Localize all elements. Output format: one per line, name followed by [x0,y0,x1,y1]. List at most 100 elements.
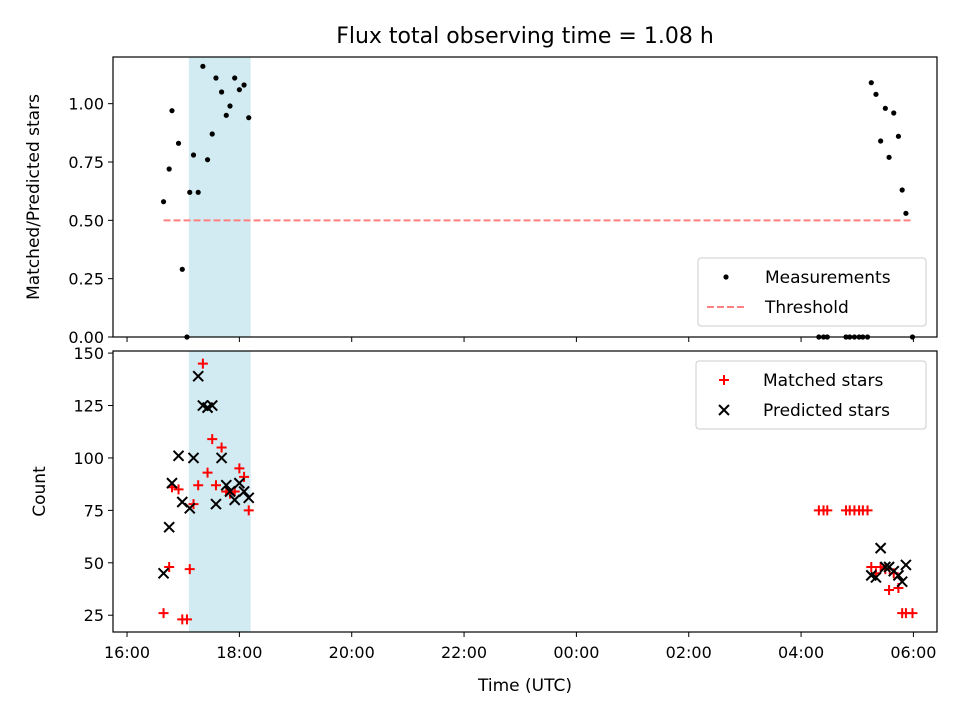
data-point [213,75,219,81]
data-point [164,561,175,572]
data-point [243,505,254,516]
plot-frame [112,350,938,633]
plot-frame [112,56,938,338]
data-point [184,502,196,514]
y-tick-label: 0.00 [68,328,104,347]
data-point [866,561,877,572]
x-tick-label: 00:00 [553,643,599,662]
data-point [216,442,227,453]
data-point [215,452,228,464]
x-tick-label: 22:00 [441,643,487,662]
data-point [232,75,238,81]
x-tick-label: 16:00 [104,643,150,662]
data-point [892,569,905,582]
data-point [220,479,232,491]
data-point [207,434,218,445]
x-tick-label: 02:00 [666,643,712,662]
x-axis-label: Time (UTC) [477,676,572,696]
data-point [209,131,215,137]
data-point [224,485,236,498]
data-point [227,103,233,109]
data-point [210,480,221,491]
data-point [895,133,902,139]
y-tick-label: 100 [73,449,104,468]
data-point [822,505,833,516]
data-point [879,561,892,573]
data-point [181,614,192,625]
legend-label: Matched stars [763,371,883,391]
chart-title: Flux total observing time = 1.08 h [336,24,714,49]
legend-label: Predicted stars [763,401,890,421]
y-tick-label: 50 [84,554,104,573]
data-point [891,110,897,116]
legend-box [695,360,927,430]
data-point [870,571,882,584]
data-point [202,467,213,478]
y-tick-label: 0.25 [68,270,104,289]
data-point [190,152,197,158]
data-point [179,266,185,272]
legend: Matched stars Predicted stars [695,360,927,430]
data-point [900,559,912,571]
data-point [878,138,884,144]
data-point [886,154,892,160]
legend-marker-swatch [719,375,729,385]
data-point [187,452,200,464]
y-axis-label: Matched/Predicted stars [24,94,44,300]
data-point [195,189,201,195]
data-point [239,471,250,482]
data-point [160,199,167,205]
y-tick-label: 0.75 [68,153,104,172]
x-tick-label: 06:00 [890,643,936,662]
x-tick-label: 20:00 [329,643,375,662]
y-tick-label: 150 [73,344,104,363]
data-point [899,187,905,193]
legend-label: Measurements [765,268,891,288]
data-point [193,480,204,491]
y-tick-label: 125 [73,397,104,416]
data-point [896,575,908,588]
data-point [238,485,250,498]
data-point [197,358,208,369]
data-point [233,477,246,489]
data-point [868,80,874,86]
data-point [200,63,206,69]
data-point [158,608,169,619]
legend-label: Threshold [764,298,849,318]
legend: Measurements Threshold [697,257,927,327]
data-point [246,115,252,121]
data-point [173,484,184,495]
data-point [862,505,873,516]
top-panel: 0.00 0.25 0.50 0.75 1.00 Matched/Predicted st… [24,56,938,347]
legend-marker-swatch [718,404,730,416]
data-point [234,463,245,474]
data-point [243,492,255,504]
data-point [218,89,225,95]
data-point [236,87,242,93]
data-point [884,585,895,596]
data-point [907,608,918,619]
highlight-window [188,351,251,632]
data-point [874,542,887,554]
y-tick-label: 75 [84,501,104,520]
x-tick-label: 18:00 [216,643,262,662]
data-point [204,157,211,163]
data-point [157,567,170,579]
data-point [873,91,879,97]
data-point [228,494,241,506]
data-point [172,450,185,462]
legend-box [697,257,927,327]
data-point [241,82,247,88]
y-tick-label: 0.50 [68,211,104,230]
data-point [169,108,175,114]
data-point [206,399,218,412]
data-point [192,370,204,382]
data-point [166,477,178,489]
series-predicted-stars [157,370,912,588]
data-point [163,521,175,533]
series-measurements [160,63,916,340]
data-point [166,166,172,172]
legend-marker-swatch [723,274,729,280]
